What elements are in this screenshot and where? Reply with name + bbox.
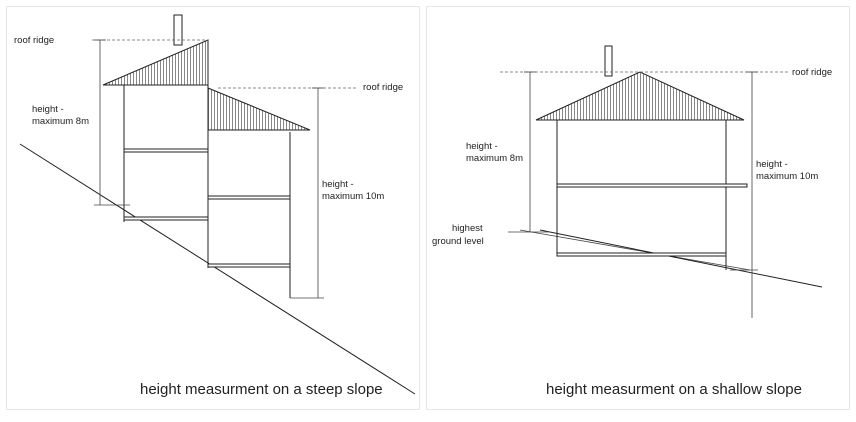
slab-lower-1 xyxy=(207,195,291,200)
shallow-slab-1 xyxy=(556,183,748,188)
left-caption: height measurment on a steep slope xyxy=(140,381,383,398)
slab-upper-1 xyxy=(123,148,209,153)
shallow-slope-drawing: roof ridge height - maximum 8m height - … xyxy=(432,45,832,398)
right-height-8m-l2: maximum 8m xyxy=(466,153,523,164)
right-height-8m-l1: height - xyxy=(466,141,498,152)
slab-upper-2 xyxy=(123,216,209,221)
right-height-10m-l1: height - xyxy=(756,159,788,170)
left-height-8m-l1: height - xyxy=(32,104,64,115)
right-ground-l1: highest xyxy=(452,223,483,234)
lower-roof xyxy=(207,87,311,131)
shallow-roof xyxy=(535,71,745,121)
chimney-left xyxy=(173,14,183,46)
left-roof-ridge-top: roof ridge xyxy=(14,35,54,46)
left-height-10m-l1: height - xyxy=(322,179,354,190)
right-ground-l2: ground level xyxy=(432,236,484,247)
steep-ground-line xyxy=(19,143,416,395)
right-height-10m-l2: maximum 10m xyxy=(756,171,818,182)
shallow-ground-line xyxy=(539,229,823,288)
shallow-ground-thin xyxy=(519,229,751,271)
left-height-8m-l2: maximum 8m xyxy=(32,116,89,127)
steep-slope-panel xyxy=(6,6,420,410)
left-roof-ridge-lower: roof ridge xyxy=(363,82,403,93)
slab-lower-2 xyxy=(207,263,291,268)
shallow-slab-2 xyxy=(556,252,727,257)
chimney-right xyxy=(604,45,613,77)
right-roof-ridge: roof ridge xyxy=(792,67,832,78)
steep-slope-drawing: roof ridge roof ridge height - maximum 8… xyxy=(14,14,416,398)
left-height-10m-l2: maximum 10m xyxy=(322,191,384,202)
upper-roof xyxy=(102,39,209,86)
right-caption: height measurment on a shallow slope xyxy=(546,381,802,398)
